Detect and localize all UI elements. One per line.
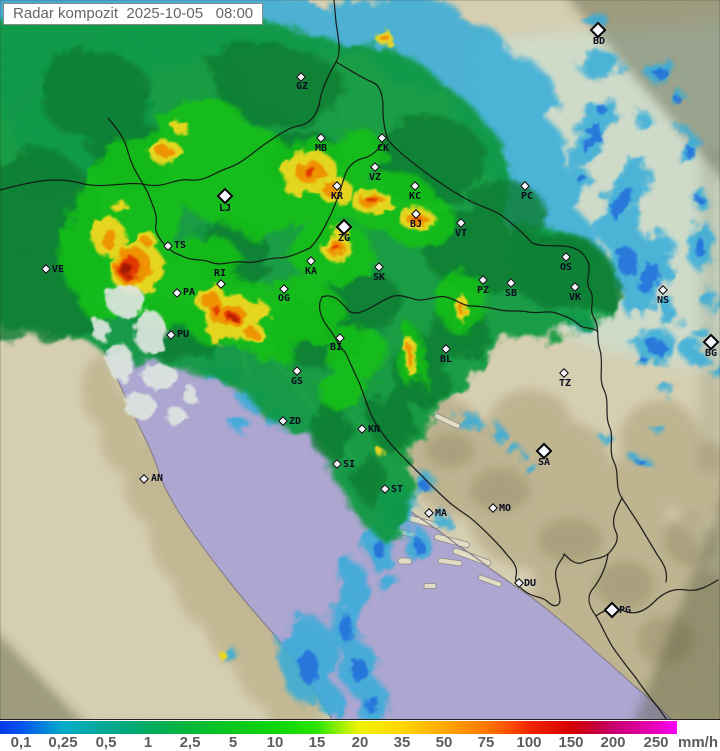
city-label-VE: VE (51, 264, 65, 275)
city-marker-BL (441, 344, 451, 354)
city-marker-PZ (478, 275, 488, 285)
legend-tick-250: 250 (643, 734, 669, 751)
city-label-SI: SI (342, 459, 356, 470)
city-label-OS: OS (559, 262, 573, 273)
city-label-NS: NS (656, 295, 670, 306)
city-label-DU: DU (523, 578, 537, 589)
city-label-RI: RI (213, 268, 227, 279)
city-marker-KR (332, 181, 342, 191)
city-label-BI: BI (329, 342, 343, 353)
legend-tick-labels: 0,1 0,25 0,5 1 2,5 5 10 15 20 35 50 75 100 150 200 250 m… (0, 734, 720, 751)
city-label-PA: PA (182, 287, 196, 298)
city-marker-BJ (411, 209, 421, 219)
precipitation-legend: 0,1 0,25 0,5 1 2,5 5 10 15 20 35 50 75 100 150 200 250 m… (0, 721, 720, 751)
city-label-OG: OG (277, 293, 291, 304)
city-label-AN: AN (150, 473, 164, 484)
city-marker-AN (139, 474, 149, 484)
legend-unit-label: mm/h (678, 734, 719, 751)
city-marker-DU (514, 578, 524, 588)
city-label-KN: KN (367, 424, 381, 435)
city-marker-MO (488, 503, 498, 513)
legend-tick-15: 15 (308, 734, 326, 751)
city-label-SB: SB (504, 288, 518, 299)
city-marker-OS (561, 252, 571, 262)
city-marker-VT (456, 218, 466, 228)
city-marker-SK (374, 262, 384, 272)
city-marker-PG (603, 601, 621, 619)
city-label-KR: KR (330, 191, 344, 202)
city-marker-KC (410, 181, 420, 191)
city-marker-VE (41, 264, 51, 274)
radar-map: GZ MB CK VZ KR KC PC BD LJ VE TS RI PA OG PU ZG KA SK BJ VT… (0, 0, 720, 720)
city-label-MB: MB (314, 143, 328, 154)
city-label-MA: MA (434, 508, 448, 519)
city-marker-RI (216, 279, 226, 289)
city-marker-TZ (559, 368, 569, 378)
city-label-TS: TS (173, 240, 187, 251)
city-label-BJ: BJ (409, 219, 423, 230)
city-label-MO: MO (498, 503, 512, 514)
legend-tick-50: 50 (435, 734, 453, 751)
city-label-TZ: TZ (558, 378, 572, 389)
city-label-GS: GS (290, 376, 304, 387)
city-label-CK: CK (376, 143, 390, 154)
city-marker-SI (332, 459, 342, 469)
city-label-PZ: PZ (476, 285, 490, 296)
legend-tick-150: 150 (558, 734, 584, 751)
city-label-PG: PG (618, 605, 632, 616)
city-marker-SB (506, 278, 516, 288)
city-label-VK: VK (568, 292, 582, 303)
city-marker-LJ (216, 187, 234, 205)
city-label-VT: VT (454, 228, 468, 239)
city-label-ZG: ZG (337, 233, 351, 244)
legend-tick-0_5: 0,5 (95, 734, 117, 751)
legend-tick-10: 10 (266, 734, 284, 751)
city-marker-layer: GZ MB CK VZ KR KC PC BD LJ VE TS RI PA OG PU ZG KA SK BJ VT… (41, 21, 720, 619)
city-label-BD: BD (592, 36, 606, 47)
city-label-LJ: LJ (218, 203, 232, 214)
legend-tick-2_5: 2,5 (179, 734, 201, 751)
city-marker-TS (163, 241, 173, 251)
city-marker-KN (357, 424, 367, 434)
city-label-SA: SA (537, 457, 551, 468)
city-marker-VZ (370, 162, 380, 172)
city-marker-ZD (278, 416, 288, 426)
map-title: Radar kompozit 2025-10-05 08:00 (3, 3, 264, 25)
legend-tick-1: 1 (143, 734, 153, 751)
city-label-ST: ST (390, 484, 404, 495)
city-marker-ST (380, 484, 390, 494)
city-marker-PC (520, 181, 530, 191)
city-marker-KA (306, 256, 316, 266)
city-label-BL: BL (439, 354, 453, 365)
city-marker-MA (424, 508, 434, 518)
city-label-PC: PC (520, 191, 534, 202)
radar-map-graphic (0, 0, 720, 719)
legend-tick-100: 100 (516, 734, 542, 751)
city-marker-GS (292, 366, 302, 376)
city-label-KC: KC (408, 191, 422, 202)
city-label-SK: SK (372, 272, 386, 283)
city-marker-PA (172, 288, 182, 298)
city-label-GZ: GZ (295, 81, 309, 92)
city-label-BG: BG (704, 348, 718, 359)
city-marker-CK (377, 133, 387, 143)
legend-tick-0_25: 0,25 (48, 734, 78, 751)
city-marker-VK (570, 282, 580, 292)
city-label-VZ: VZ (368, 172, 382, 183)
city-marker-NS (658, 285, 668, 295)
city-label-KA: KA (304, 266, 318, 277)
legend-tick-0_1: 0,1 (10, 734, 32, 751)
legend-tick-200: 200 (600, 734, 626, 751)
legend-color-bar (0, 721, 677, 734)
city-label-ZD: ZD (288, 416, 302, 427)
legend-tick-20: 20 (351, 734, 369, 751)
legend-tick-35: 35 (393, 734, 411, 751)
city-label-PU: PU (176, 329, 190, 340)
legend-tick-5: 5 (228, 734, 238, 751)
city-marker-MB (316, 133, 326, 143)
legend-tick-75: 75 (477, 734, 495, 751)
city-marker-PU (166, 330, 176, 340)
